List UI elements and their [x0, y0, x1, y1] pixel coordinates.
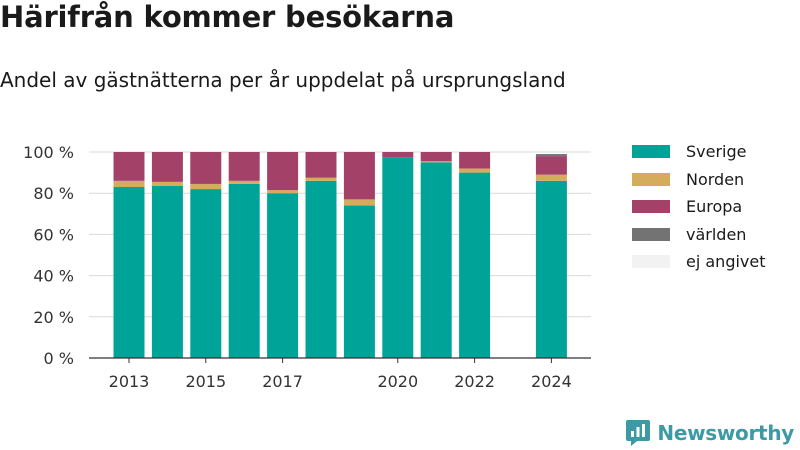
chart-subtitle: Andel av gästnätterna per år uppdelat på…	[0, 68, 566, 92]
bar-segment-Europa	[420, 152, 452, 162]
legend-label: världen	[686, 224, 747, 244]
brand-name: Newsworthy	[657, 421, 794, 445]
chart-legend: Sverige Norden Europa världen ej angivet	[632, 138, 766, 276]
y-tick-label: 20 %	[33, 308, 74, 327]
legend-swatch	[632, 145, 670, 159]
legend-swatch	[632, 200, 670, 214]
bar-segment-Sverige	[535, 180, 567, 358]
y-tick-label: 100 %	[23, 143, 74, 162]
bar-segment-världen	[535, 154, 567, 157]
bar-segment-Norden	[459, 168, 491, 173]
bar-segment-Europa	[535, 156, 567, 175]
bar-segment-Norden	[305, 177, 337, 181]
legend-item: ej angivet	[632, 248, 766, 276]
bar-segment-Europa	[382, 152, 414, 158]
x-tick-label: 2020	[377, 372, 418, 391]
legend-label: ej angivet	[686, 252, 766, 272]
bar-segment-Sverige	[228, 183, 260, 358]
x-tick-label: 2024	[531, 372, 572, 391]
bar-segment-Sverige	[305, 180, 337, 358]
chart-title: Härifrån kommer besökarna	[0, 0, 455, 34]
bar-segment-Sverige	[151, 185, 183, 358]
bar-segment-Europa	[459, 152, 491, 169]
legend-item: världen	[632, 221, 766, 249]
bar-segment-Sverige	[420, 162, 452, 358]
legend-swatch	[632, 255, 670, 269]
legend-label: Norden	[686, 169, 745, 189]
legend-swatch	[632, 172, 670, 186]
y-tick-label: 40 %	[33, 267, 74, 286]
y-tick-label: 60 %	[33, 225, 74, 244]
legend-swatch	[632, 227, 670, 241]
legend-item: Europa	[632, 193, 766, 221]
bar-segment-Norden	[535, 174, 567, 181]
bar-segment-Norden	[420, 161, 452, 163]
bar-segment-Sverige	[382, 157, 414, 358]
bar-segment-Norden	[343, 199, 375, 206]
y-tick-label: 0 %	[44, 349, 74, 368]
legend-label: Europa	[686, 197, 743, 217]
legend-label: Sverige	[686, 142, 747, 162]
x-tick-label: 2022	[454, 372, 495, 391]
bar-segment-Norden	[151, 181, 183, 186]
y-tick-label: 80 %	[33, 184, 74, 203]
bar-segment-Europa	[190, 152, 222, 184]
bar-segment-Europa	[305, 152, 337, 178]
legend-item: Sverige	[632, 138, 766, 166]
bar-segment-Sverige	[267, 193, 299, 358]
legend-item: Norden	[632, 166, 766, 194]
bar-segment-Norden	[267, 190, 299, 194]
bar-segment-Norden	[228, 180, 260, 184]
x-tick-label: 2015	[185, 372, 226, 391]
stacked-bar-chart: 0 % 20 % 40 % 60 % 80 % 100 % 2013 2015 2017 2020…	[23, 143, 591, 391]
bar-segment-Sverige	[190, 189, 222, 358]
bar-segment-Europa	[113, 152, 145, 181]
bar-segment-Norden	[190, 183, 222, 190]
bar-segment-Europa	[267, 152, 299, 191]
bar-segment-Norden	[113, 180, 145, 188]
brand-logo: Newsworthy	[625, 419, 794, 447]
bar-segment-Europa	[343, 152, 375, 200]
x-tick-label: 2013	[109, 372, 150, 391]
bar-segment-Europa	[228, 152, 260, 181]
bar-segment-Sverige	[113, 187, 145, 358]
x-tick-label: 2017	[262, 372, 303, 391]
bar-segment-Sverige	[459, 172, 491, 358]
bar-segment-Sverige	[343, 205, 375, 358]
bar-segment-Europa	[151, 152, 183, 182]
newsworthy-logo-icon	[626, 420, 651, 446]
